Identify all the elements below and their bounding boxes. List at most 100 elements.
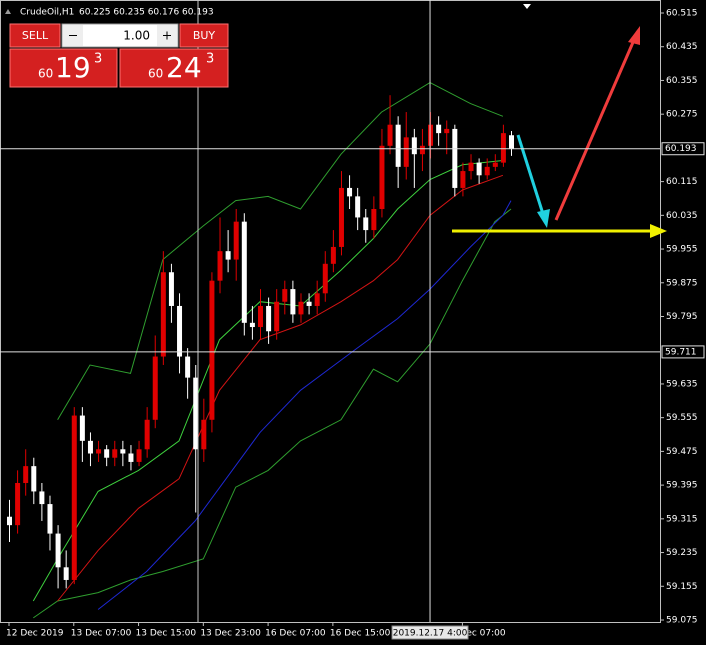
candle-body xyxy=(500,133,506,163)
candle-body xyxy=(241,221,247,323)
candle-body xyxy=(306,301,312,306)
candle-body xyxy=(298,301,304,315)
y-tick-label: 59.875 xyxy=(666,278,698,288)
y-tick-label: 59.155 xyxy=(666,582,698,592)
sell-button[interactable] xyxy=(9,23,61,48)
candle-body xyxy=(411,137,417,155)
candle-body xyxy=(452,128,458,188)
candle-body xyxy=(403,137,409,167)
candle-body xyxy=(274,301,280,332)
candle-body xyxy=(363,217,369,231)
y-tick-label: 60.355 xyxy=(666,76,698,86)
candle-body xyxy=(338,187,344,247)
candle-body xyxy=(55,533,61,568)
candle-body xyxy=(258,305,263,328)
candle-body xyxy=(225,251,231,260)
candle-body xyxy=(484,166,490,176)
ask-sup: 3 xyxy=(206,52,214,67)
y-tick-label: 59.475 xyxy=(666,447,698,457)
y-tick-label: 59.075 xyxy=(666,616,698,626)
candle-body xyxy=(371,209,377,231)
candle-body xyxy=(79,415,85,441)
time-label-box xyxy=(391,625,469,640)
buy-label: BUY xyxy=(193,29,216,42)
candle-body xyxy=(347,187,353,197)
candle-body xyxy=(436,124,442,134)
x-tick-label: 16 Dec 15:00 xyxy=(330,629,391,639)
candle-body xyxy=(160,272,166,357)
y-tick-label: 59.235 xyxy=(666,548,698,558)
candle-body xyxy=(290,289,296,315)
y-tick-label: 60.515 xyxy=(666,9,698,19)
bid-price[interactable] xyxy=(9,48,118,88)
candle-body xyxy=(201,419,207,450)
price-label: 60.193 xyxy=(665,144,697,154)
candle-body xyxy=(282,289,288,302)
y-tick-label: 59.555 xyxy=(666,413,698,423)
candle-body xyxy=(468,162,474,172)
candle-body xyxy=(266,305,272,332)
x-tick-label: 12 Dec 2019 xyxy=(6,629,64,639)
price-label: 59.711 xyxy=(665,347,697,357)
candle-body xyxy=(177,305,183,357)
candle-body xyxy=(249,322,255,328)
candle-body xyxy=(15,483,21,526)
candle-body xyxy=(152,356,158,420)
cyan-arrow xyxy=(516,134,545,215)
candle-body xyxy=(7,516,12,526)
red-arrow xyxy=(554,39,636,221)
candle-body xyxy=(193,377,199,450)
x-tick-label: Dec 07:00 xyxy=(459,629,505,639)
red-arrow-head xyxy=(628,26,640,45)
candle-body xyxy=(136,449,142,462)
cyan-arrow-head xyxy=(537,209,550,228)
y-tick-label: 60.115 xyxy=(666,177,698,187)
ohlc: 60.225 60.235 60.176 60.193 xyxy=(79,8,214,18)
y-tick-label: 59.795 xyxy=(666,312,698,322)
buy-button[interactable] xyxy=(179,23,229,48)
time-label: 2019.12.17 4:00 xyxy=(393,629,468,639)
bid-sup: 3 xyxy=(94,52,102,67)
x-tick-label: 13 Dec 07:00 xyxy=(71,629,132,639)
symbol-icon xyxy=(5,9,11,14)
y-tick-label: 60.275 xyxy=(666,110,698,120)
price-label-box xyxy=(661,142,705,156)
candle-body xyxy=(39,491,45,505)
indicator-line xyxy=(32,160,503,602)
y-tick-label: 59.635 xyxy=(666,379,698,389)
y-tick-label: 59.395 xyxy=(666,481,698,491)
candle-body xyxy=(355,196,361,218)
ask-big: 24 xyxy=(166,51,202,84)
candle-body xyxy=(444,128,450,134)
y-tick-label: 60.035 xyxy=(666,211,698,221)
candle-body xyxy=(492,162,498,167)
one-click-trading: SELL 1.00 BUY 60 19 3 60 24 3 xyxy=(9,23,229,88)
candle-body xyxy=(104,449,110,458)
sell-label: SELL xyxy=(22,29,49,42)
candle-body xyxy=(168,272,174,306)
candle-body xyxy=(144,419,150,450)
symbol: CrudeOil,H1 xyxy=(20,8,74,18)
candle-body xyxy=(63,567,69,580)
candle-body xyxy=(120,449,126,454)
y-tick-label: 59.315 xyxy=(666,514,698,524)
x-tick-label: 16 Dec 07:00 xyxy=(265,629,326,639)
ask-price[interactable] xyxy=(119,48,229,88)
x-tick-label: 13 Dec 23:00 xyxy=(200,629,261,639)
candle-body xyxy=(23,466,29,484)
indicator-line xyxy=(97,200,512,610)
price-label-box xyxy=(661,345,705,359)
candle-body xyxy=(209,280,215,420)
lot-input[interactable] xyxy=(61,23,179,48)
candle-body xyxy=(460,171,466,188)
yellow-arrow-head xyxy=(650,224,667,238)
x-tick-label: 13 Dec 15:00 xyxy=(136,629,197,639)
candle-body xyxy=(47,504,53,534)
bid-prefix: 60 xyxy=(38,67,53,81)
candle-body xyxy=(379,145,385,210)
candle-body xyxy=(31,466,37,492)
indicator-line xyxy=(33,208,512,619)
ask-prefix: 60 xyxy=(148,67,163,81)
